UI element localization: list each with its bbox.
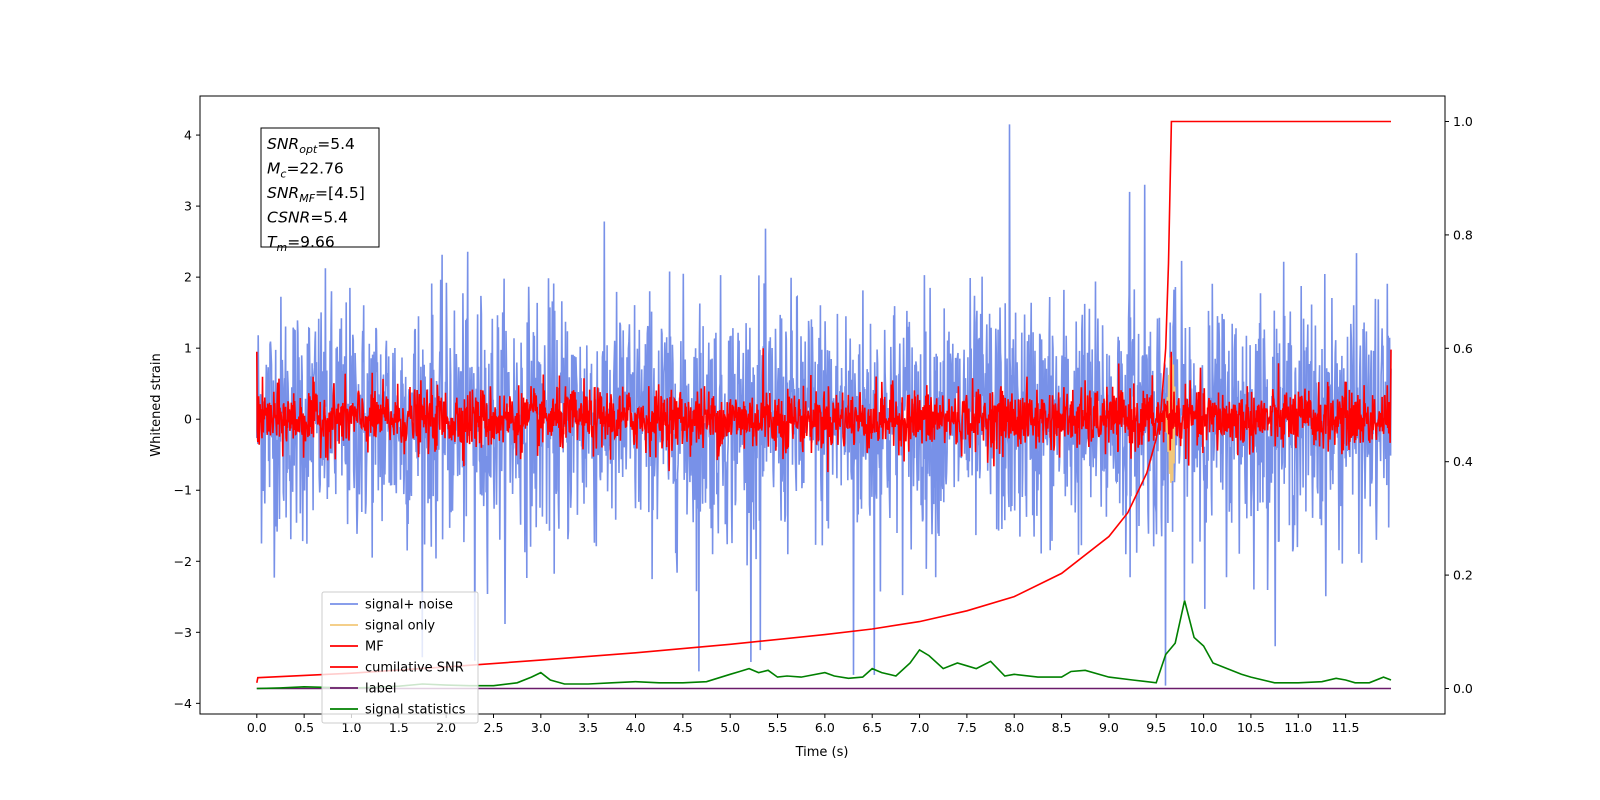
series-mf-line — [256, 348, 1392, 473]
y-tick-label: 2 — [184, 270, 192, 285]
x-tick-label: 10.5 — [1237, 720, 1265, 735]
legend-label: MF — [365, 640, 384, 655]
legend-item-mf: MF — [330, 640, 384, 655]
y2-tick-label: 1.0 — [1453, 114, 1473, 129]
plot-frame — [199, 95, 1446, 715]
legend-item-label: label — [330, 682, 396, 697]
x-tick-label: 0.0 — [247, 720, 267, 735]
info-line: Mc=22.76 — [267, 160, 344, 181]
y2-tick-label: 0.8 — [1453, 227, 1473, 242]
y2-tick-label: 0.2 — [1453, 568, 1473, 583]
series-cumilative-snr-line — [256, 120, 1391, 683]
info-line: SNRMF=[4.5] — [267, 184, 365, 205]
info-line: Tm=9.66 — [267, 233, 335, 254]
x-axis-label: Time (s) — [795, 745, 849, 760]
x-tick-label: 11.0 — [1284, 720, 1312, 735]
y-tick-label: 0 — [184, 412, 192, 427]
x-tick-label: 5.0 — [720, 720, 740, 735]
plot-series — [256, 120, 1392, 690]
y-tick-label: 3 — [184, 199, 192, 214]
legend: signal+ noise signal only MF cumilative SNR… — [321, 591, 479, 724]
x-tick-label: 3.0 — [531, 720, 551, 735]
x-tick-label: 4.5 — [673, 720, 693, 735]
legend-label: label — [365, 682, 396, 697]
x-tick-label: 6.5 — [862, 720, 882, 735]
legend-label: signal+ noise — [365, 598, 453, 613]
x-tick-label: 1.0 — [342, 720, 362, 735]
y-tick-label: 1 — [184, 341, 192, 356]
legend-label: signal only — [365, 619, 435, 634]
legend-label: signal statistics — [365, 703, 466, 718]
x-tick-label: 1.5 — [389, 720, 409, 735]
x-tick-label: 8.0 — [1004, 720, 1024, 735]
y-tick-label: 4 — [184, 128, 192, 143]
series-signal-statistics-line — [256, 600, 1392, 690]
y2-tick-label: 0.0 — [1453, 681, 1473, 696]
y-tick-label: −4 — [174, 696, 192, 711]
y-axis-left: −4 −3 −2 −1 0 1 2 3 4 — [174, 128, 200, 711]
x-tick-label: 7.0 — [910, 720, 930, 735]
x-tick-label: 10.0 — [1190, 720, 1218, 735]
y-axis-label: Whitened strain — [149, 353, 164, 456]
legend-label: cumilative SNR — [365, 661, 464, 676]
y-tick-label: −2 — [174, 554, 192, 569]
x-tick-label: 3.5 — [578, 720, 598, 735]
x-tick-label: 11.5 — [1332, 720, 1360, 735]
legend-item-signal-only: signal only — [330, 619, 435, 634]
info-line: CSNR=5.4 — [267, 209, 348, 227]
y-tick-label: −3 — [174, 625, 192, 640]
info-line: SNRopt=5.4 — [267, 135, 355, 156]
legend-frame — [321, 591, 479, 724]
info-box: SNRopt=5.4 Mc=22.76 SNRMF=[4.5] CSNR=5.4 Tm=… — [260, 127, 380, 254]
y2-tick-label: 0.4 — [1453, 454, 1473, 469]
y-tick-label: −1 — [174, 483, 192, 498]
x-tick-label: 7.5 — [957, 720, 977, 735]
x-tick-label: 9.0 — [1099, 720, 1119, 735]
x-tick-label: 2.5 — [484, 720, 504, 735]
x-tick-label: 2.0 — [436, 720, 456, 735]
x-tick-label: 0.5 — [294, 720, 314, 735]
legend-item-signal-statistics: signal statistics — [330, 703, 466, 718]
x-tick-label: 6.0 — [815, 720, 835, 735]
x-tick-label: 5.5 — [768, 720, 788, 735]
y-axis-right: 0.0 0.2 0.4 0.6 0.8 1.0 — [1445, 114, 1473, 696]
x-tick-label: 4.0 — [626, 720, 646, 735]
x-axis: 0.0 0.5 1.0 1.5 2.0 2.5 3.0 3.5 4.0 4.5 5.0 5.5 6.0 6… — [247, 714, 1360, 735]
info-box-frame — [260, 127, 380, 248]
y2-tick-label: 0.6 — [1453, 341, 1473, 356]
x-tick-label: 8.5 — [1052, 720, 1072, 735]
legend-item-signal-noise: signal+ noise — [330, 598, 453, 613]
x-tick-label: 9.5 — [1146, 720, 1166, 735]
legend-item-cumilative-snr: cumilative SNR — [330, 661, 464, 676]
